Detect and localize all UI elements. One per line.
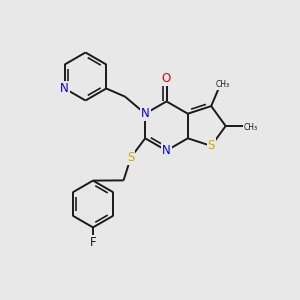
- Text: N: N: [141, 107, 150, 120]
- Text: CH₃: CH₃: [215, 80, 230, 89]
- Text: O: O: [162, 72, 171, 86]
- Text: S: S: [208, 140, 215, 152]
- Text: F: F: [90, 236, 96, 249]
- Text: S: S: [127, 151, 134, 164]
- Text: N: N: [60, 82, 69, 95]
- Text: CH₃: CH₃: [243, 123, 257, 132]
- Text: N: N: [162, 144, 171, 157]
